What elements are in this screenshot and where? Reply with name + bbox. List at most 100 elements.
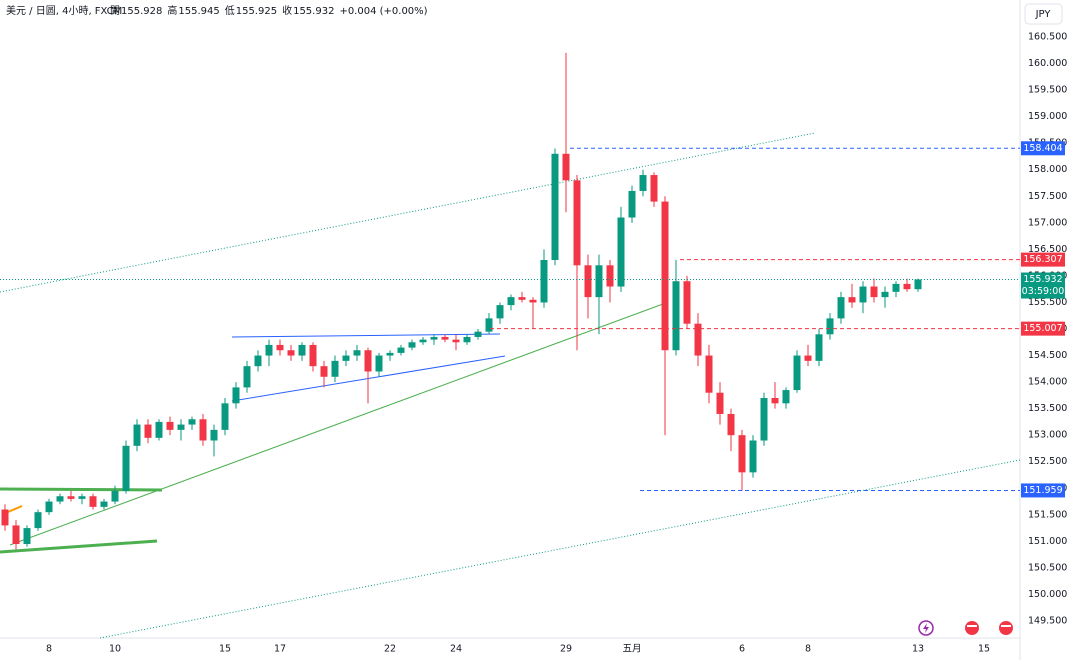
candle-body bbox=[320, 366, 328, 377]
candle-body bbox=[672, 281, 680, 351]
price-tag bbox=[1021, 483, 1065, 498]
candle-body bbox=[144, 424, 152, 438]
y-tick-label: 155.500 bbox=[1028, 297, 1067, 308]
candle-body bbox=[353, 350, 361, 356]
price-tag-label: 151.959 bbox=[1023, 485, 1062, 496]
ohlc-label: 低 bbox=[225, 4, 235, 17]
candle-body bbox=[529, 299, 537, 303]
candle-body bbox=[67, 496, 75, 499]
y-tick-label: 153.500 bbox=[1028, 403, 1067, 414]
ohlc-label: 收 bbox=[282, 4, 292, 17]
candle-body bbox=[375, 355, 383, 372]
flag-icon[interactable] bbox=[965, 621, 979, 635]
x-tick-label: 10 bbox=[109, 644, 121, 655]
candle-body bbox=[133, 424, 141, 446]
candle-body bbox=[815, 334, 823, 361]
change: +0.004 (+0.00%) bbox=[339, 6, 427, 17]
ohlc-label: 開 bbox=[110, 5, 120, 17]
range-top bbox=[0, 487, 163, 492]
candle-body bbox=[430, 336, 438, 340]
candle-body bbox=[771, 398, 779, 404]
candle-body bbox=[342, 355, 350, 361]
candle-body bbox=[782, 390, 790, 404]
y-tick-label: 154.500 bbox=[1028, 350, 1067, 361]
x-tick-label: 22 bbox=[384, 644, 396, 655]
small-line bbox=[7, 505, 23, 513]
ohlc-value: 155.932 bbox=[293, 6, 334, 17]
flag-icon[interactable] bbox=[999, 621, 1013, 635]
event-icon[interactable] bbox=[918, 620, 934, 636]
y-tick-label: 150.500 bbox=[1028, 562, 1067, 573]
price-tag-label: 155.007 bbox=[1023, 323, 1062, 334]
symbol: 美元 / 日圆, 4小時, FXCM bbox=[6, 4, 122, 17]
x-tick-label: 8 bbox=[46, 644, 52, 655]
y-tick-label: 160.000 bbox=[1028, 58, 1067, 69]
y-tick-label: 153.000 bbox=[1028, 430, 1067, 441]
icons bbox=[918, 620, 1013, 636]
candle-body bbox=[518, 297, 526, 300]
candle-body bbox=[793, 355, 801, 391]
ohlc-legend: 開 155.928 高 155.945 低 155.925 收 155.932 +0.004 (… bbox=[110, 4, 428, 17]
candle-body bbox=[309, 344, 317, 367]
y-tick-label: 156.500 bbox=[1028, 244, 1067, 255]
candle-body bbox=[199, 419, 207, 441]
y-tick-label: 159.500 bbox=[1028, 85, 1067, 96]
price-tag bbox=[1021, 321, 1065, 336]
candle-body bbox=[1, 509, 9, 526]
y-tick-label: 152.500 bbox=[1028, 456, 1067, 467]
candle-body bbox=[716, 392, 724, 414]
x-tick-label: 15 bbox=[219, 644, 231, 655]
candle-body bbox=[683, 281, 691, 324]
candle-body bbox=[287, 350, 295, 356]
candle-body bbox=[56, 496, 64, 502]
ohlc-value: 155.945 bbox=[178, 6, 219, 17]
candle-body bbox=[111, 490, 119, 502]
price-tag bbox=[1021, 141, 1065, 156]
candle-body bbox=[243, 366, 251, 388]
candle-body bbox=[892, 283, 900, 292]
candle-body bbox=[914, 279, 922, 290]
channel-upper bbox=[0, 132, 816, 293]
candle-body bbox=[276, 344, 284, 351]
price-tag bbox=[1021, 272, 1065, 299]
candle-body bbox=[463, 336, 471, 343]
candle-body bbox=[265, 344, 273, 356]
x-tick-label: 五月 bbox=[622, 644, 641, 655]
candle-body bbox=[540, 259, 548, 303]
event-glyph bbox=[923, 623, 929, 633]
candle-body bbox=[826, 318, 834, 335]
price-tag-label: 156.307 bbox=[1023, 254, 1062, 265]
triangle-top bbox=[231, 333, 501, 338]
y-tick-label: 159.000 bbox=[1028, 111, 1067, 122]
drawings bbox=[0, 132, 1021, 639]
countdown: 03:59:00 bbox=[1022, 286, 1065, 297]
y-tick-label: 150.000 bbox=[1028, 589, 1067, 600]
candle-body bbox=[397, 347, 405, 353]
flag-stripe bbox=[967, 625, 977, 627]
candle-body bbox=[78, 496, 86, 499]
range-bottom bbox=[0, 539, 158, 554]
candle-body bbox=[727, 413, 735, 436]
y-tick-label: 157.000 bbox=[1028, 217, 1067, 228]
candle-body bbox=[760, 398, 768, 441]
price-tag bbox=[1021, 252, 1065, 267]
x-tick-label: 15 bbox=[978, 644, 990, 655]
currency-button[interactable] bbox=[1024, 3, 1063, 25]
y-tick-label: 154.000 bbox=[1028, 377, 1067, 388]
y-tick-label: 157.500 bbox=[1028, 191, 1067, 202]
candle-body bbox=[859, 286, 867, 303]
candle-body bbox=[232, 387, 240, 404]
candle-body bbox=[155, 421, 163, 438]
price-tag-label: 158.404 bbox=[1023, 143, 1062, 154]
candle-body bbox=[804, 355, 812, 361]
candle-body bbox=[661, 201, 669, 351]
candle-body bbox=[331, 360, 339, 377]
candle-body bbox=[419, 339, 427, 343]
candle-body bbox=[12, 525, 20, 545]
x-tick-label: 29 bbox=[560, 644, 572, 655]
candle-body bbox=[34, 512, 42, 529]
candle-body bbox=[562, 153, 570, 181]
candle-body bbox=[694, 323, 702, 356]
